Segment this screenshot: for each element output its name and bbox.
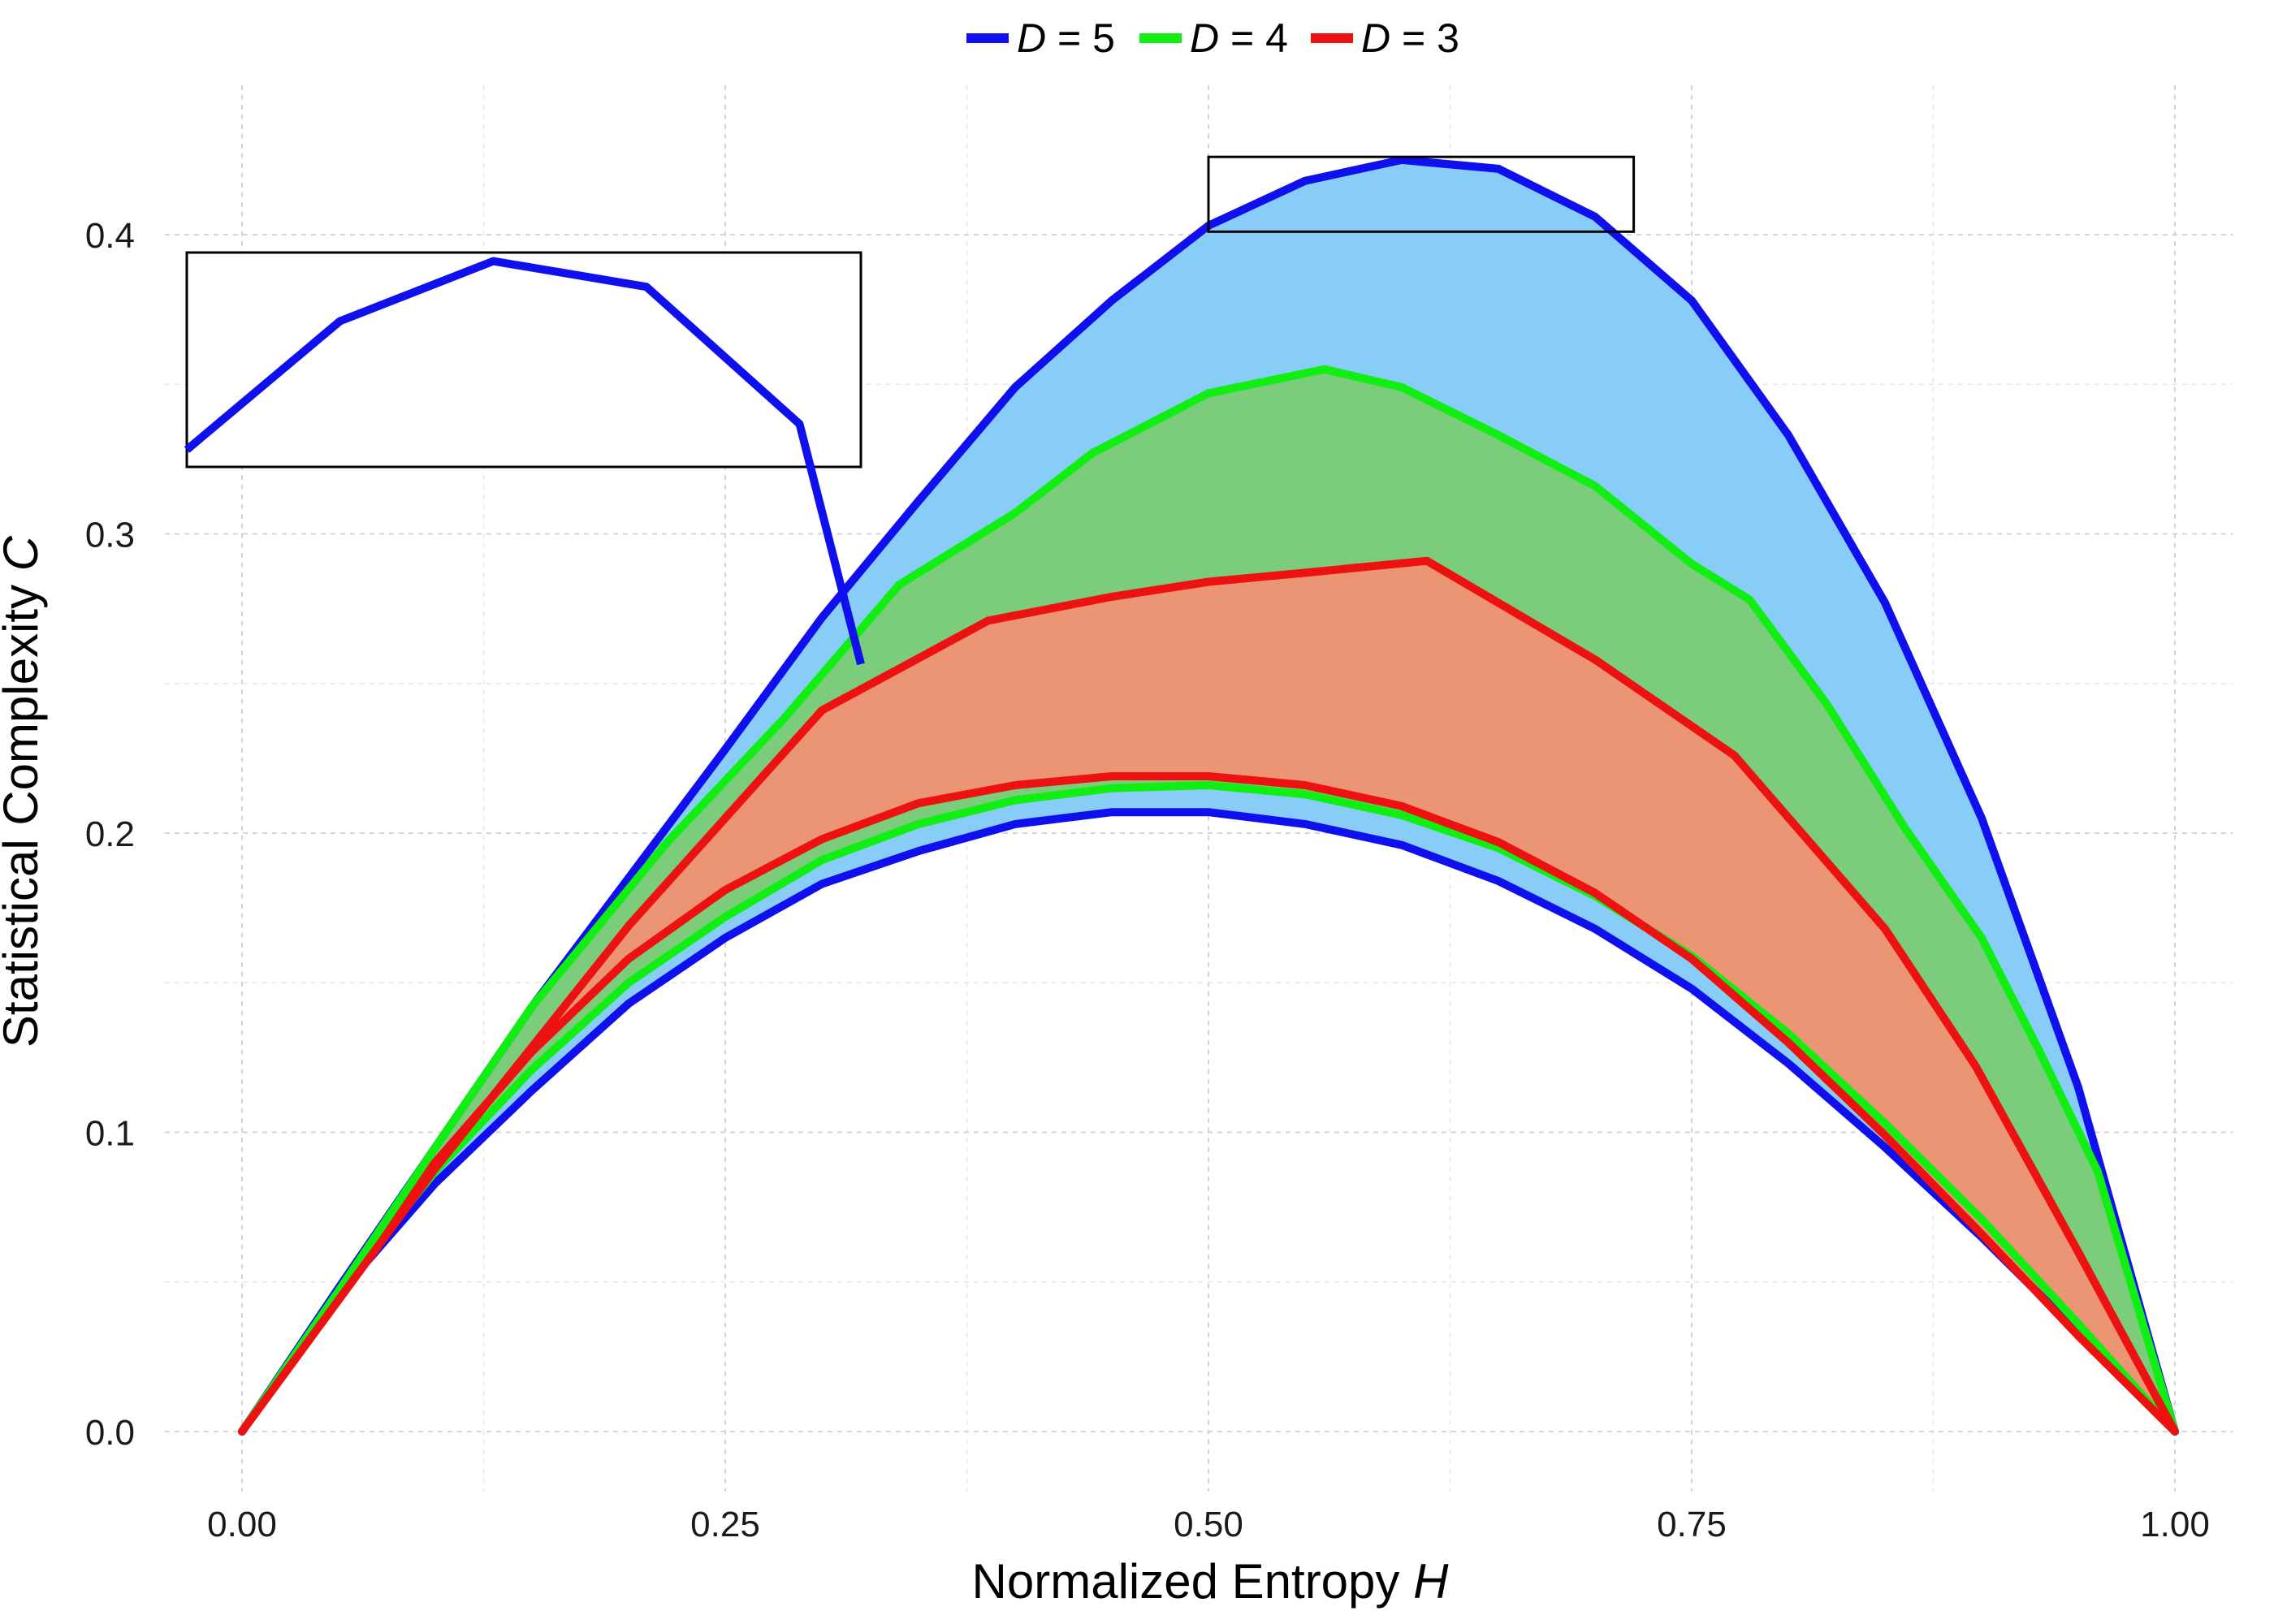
series-lower-line-d5: [238, 808, 2179, 1436]
y-tick-label: 0.0: [85, 1413, 135, 1453]
series-lines: [238, 155, 2179, 1436]
x-tick-label: 1.00: [2140, 1505, 2210, 1544]
inset-plot: [184, 251, 865, 666]
y-tick-label: 0.4: [85, 216, 135, 256]
x-tick-label: 0.00: [207, 1505, 277, 1544]
series-fill-d4: [242, 369, 2175, 1432]
legend-item-d3: D = 3: [1311, 15, 1459, 61]
y-tick-label: 0.3: [85, 516, 135, 555]
x-axis-ticks: 0.00 0.25 0.50 0.75 1.00: [207, 1505, 2210, 1544]
legend-item-d4: D = 4: [1139, 15, 1288, 61]
y-tick-label: 0.2: [85, 814, 135, 854]
series-lower-line-d4: [238, 781, 2179, 1436]
series-upper-line-d4: [238, 365, 2179, 1436]
legend-label: D = 3: [1361, 15, 1459, 61]
y-axis-ticks: 0.0 0.1 0.2 0.3 0.4: [85, 216, 135, 1453]
inset-series-line-d5: [184, 257, 865, 666]
zoom-region-box: [1207, 155, 1636, 233]
series-fill-d5: [242, 159, 2175, 1432]
y-axis-title: Statistical Complexity C: [0, 535, 48, 1047]
x-axis-title: Normalized Entropy H: [972, 1554, 1450, 1609]
legend: D = 5 D = 4 D = 3: [966, 15, 1459, 61]
series-lower-line-d3: [238, 772, 2179, 1436]
legend-item-d5: D = 5: [966, 15, 1115, 61]
legend-label: D = 5: [1017, 15, 1115, 61]
series-fill-d3: [242, 560, 2175, 1432]
series-fills: [242, 159, 2175, 1432]
legend-label: D = 4: [1190, 15, 1288, 61]
y-tick-label: 0.1: [85, 1114, 135, 1154]
x-tick-label: 0.25: [690, 1505, 760, 1544]
series-upper-line-d3: [238, 556, 2179, 1436]
zoom-region-rect: [1207, 155, 1636, 233]
x-tick-label: 0.75: [1657, 1505, 1727, 1544]
x-tick-label: 0.50: [1174, 1505, 1243, 1544]
